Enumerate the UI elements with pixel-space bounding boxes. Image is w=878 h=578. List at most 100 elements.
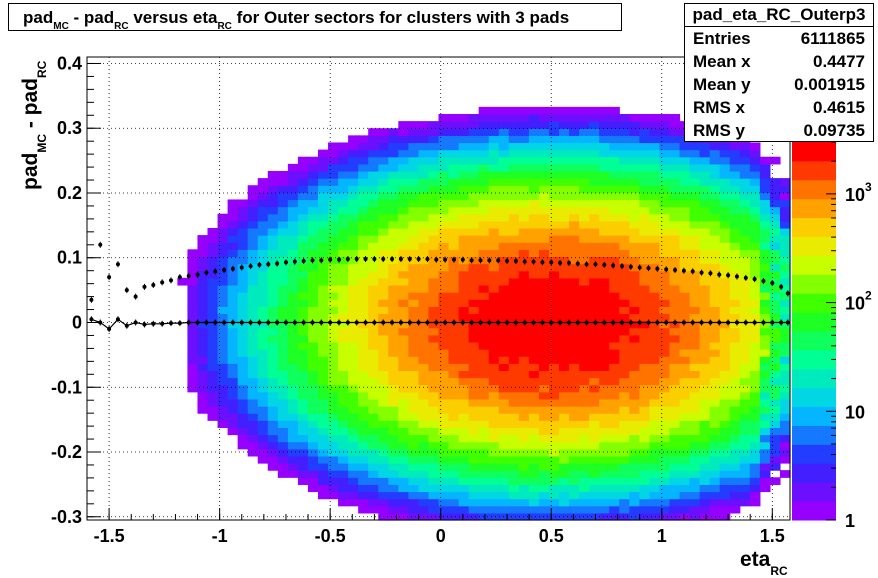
heatmap-cell bbox=[448, 434, 460, 443]
heatmap-cell bbox=[528, 135, 540, 144]
heatmap-cell bbox=[358, 491, 369, 500]
heatmap-cell bbox=[508, 242, 520, 250]
heatmap-cell bbox=[197, 299, 209, 307]
heatmap-cell bbox=[709, 420, 721, 428]
heatmap-cell bbox=[408, 413, 420, 421]
heatmap-cell bbox=[538, 349, 550, 357]
heatmap-cell bbox=[187, 370, 199, 379]
heatmap-cell bbox=[649, 406, 661, 414]
heatmap-cell bbox=[207, 256, 219, 265]
heatmap-cell bbox=[438, 505, 450, 514]
heatmap-cell bbox=[649, 356, 661, 364]
heatmap-cell bbox=[378, 249, 389, 258]
heatmap-cell bbox=[388, 441, 399, 450]
heatmap-cell bbox=[749, 484, 761, 493]
heatmap-cell bbox=[659, 327, 671, 336]
heatmap-cell bbox=[639, 128, 650, 136]
heatmap-cell bbox=[548, 384, 560, 393]
heatmap-cell bbox=[589, 306, 600, 315]
heatmap-cell bbox=[579, 406, 590, 414]
heatmap-cell bbox=[488, 391, 500, 400]
heatmap-cell bbox=[629, 213, 640, 222]
heatmap-cell bbox=[699, 334, 711, 343]
heatmap-cell bbox=[297, 356, 309, 364]
heatmap-cell bbox=[378, 370, 389, 379]
heatmap-cell bbox=[559, 306, 570, 315]
heatmap-cell bbox=[659, 256, 671, 265]
heatmap-cell bbox=[739, 434, 751, 443]
rms-point bbox=[785, 290, 790, 297]
heatmap-cell bbox=[719, 277, 731, 286]
heatmap-cell bbox=[448, 341, 460, 350]
heatmap-cell bbox=[599, 455, 610, 464]
heatmap-cell bbox=[709, 242, 721, 250]
heatmap-cell bbox=[769, 384, 781, 393]
heatmap-cell bbox=[317, 455, 329, 464]
heatmap-cell bbox=[669, 334, 681, 343]
heatmap-cell bbox=[297, 178, 309, 186]
heatmap-cell bbox=[297, 249, 309, 258]
heatmap-cell bbox=[629, 413, 640, 421]
heatmap-cell bbox=[729, 192, 741, 201]
heatmap-cell bbox=[287, 235, 299, 243]
heatmap-cell bbox=[358, 220, 369, 229]
heatmap-cell bbox=[739, 206, 751, 215]
heatmap-cell bbox=[508, 341, 520, 350]
heatmap-cell bbox=[438, 242, 450, 250]
heatmap-cell bbox=[709, 199, 721, 208]
heatmap-cell bbox=[739, 455, 751, 464]
heatmap-cell bbox=[478, 505, 490, 514]
heatmap-cell bbox=[739, 235, 751, 243]
heatmap-cell bbox=[368, 420, 379, 428]
heatmap-cell bbox=[559, 277, 570, 286]
palette-band bbox=[792, 387, 836, 408]
heatmap-cell bbox=[739, 192, 751, 201]
heatmap-cell bbox=[438, 178, 450, 186]
heatmap-cell bbox=[749, 163, 761, 172]
heatmap-cell bbox=[478, 277, 490, 286]
heatmap-cell bbox=[277, 334, 289, 343]
heatmap-cell bbox=[609, 199, 620, 208]
heatmap-cell bbox=[428, 413, 440, 421]
heatmap-cell bbox=[408, 199, 420, 208]
heatmap-cell bbox=[538, 227, 550, 236]
heatmap-cell bbox=[518, 512, 530, 521]
x-axis-title: etaRC bbox=[740, 548, 788, 578]
heatmap-cell bbox=[729, 149, 741, 158]
heatmap-cell bbox=[759, 391, 771, 400]
heatmap-cell bbox=[619, 270, 630, 279]
heatmap-cell bbox=[659, 448, 671, 457]
heatmap-cell bbox=[679, 185, 691, 193]
heatmap-cell bbox=[769, 249, 781, 258]
heatmap-cell bbox=[629, 512, 640, 521]
heatmap-cell bbox=[629, 277, 640, 286]
heatmap-cell bbox=[619, 263, 630, 272]
heatmap-cell bbox=[709, 249, 721, 258]
heatmap-cell bbox=[579, 512, 590, 521]
heatmap-cell bbox=[759, 448, 771, 457]
heatmap-cell bbox=[498, 185, 510, 193]
heatmap-cell bbox=[599, 470, 610, 478]
heatmap-cell bbox=[629, 498, 640, 507]
heatmap-cell bbox=[478, 220, 490, 229]
heatmap-cell bbox=[779, 178, 791, 186]
heatmap-cell bbox=[338, 277, 349, 286]
heatmap-cell bbox=[709, 235, 721, 243]
rms-point bbox=[478, 257, 483, 264]
heatmap-cell bbox=[348, 434, 359, 443]
heatmap-cell bbox=[358, 470, 369, 478]
heatmap-cell bbox=[428, 227, 440, 236]
heatmap-cell bbox=[307, 170, 319, 179]
heatmap-cell bbox=[528, 227, 540, 236]
heatmap-cell bbox=[599, 163, 610, 172]
heatmap-cell bbox=[468, 227, 480, 236]
heatmap-cell bbox=[699, 270, 711, 279]
heatmap-cell bbox=[769, 227, 781, 236]
heatmap-cell bbox=[609, 192, 620, 201]
heatmap-cell bbox=[338, 427, 349, 436]
heatmap-cell bbox=[538, 178, 550, 186]
heatmap-cell bbox=[599, 484, 610, 493]
heatmap-cell bbox=[247, 206, 259, 215]
heatmap-cell bbox=[538, 292, 550, 300]
heatmap-cell bbox=[317, 284, 329, 293]
